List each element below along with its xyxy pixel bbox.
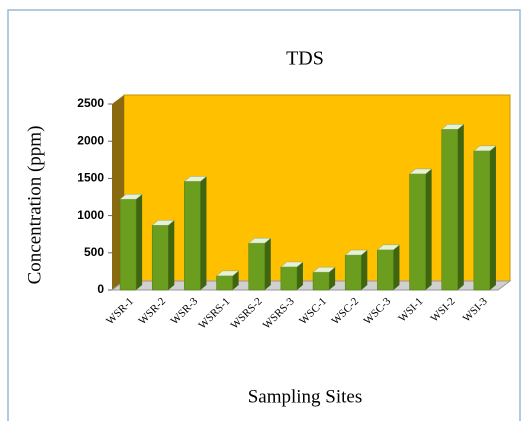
bar-top	[441, 124, 465, 130]
bar	[312, 266, 336, 291]
x-tick-label: WSC-3	[362, 295, 394, 327]
bar	[408, 168, 433, 291]
chart-title: TDS	[286, 48, 324, 70]
bar-front	[344, 254, 362, 291]
y-axis-label: Concentration (ppm)	[24, 126, 45, 285]
bar	[151, 220, 175, 291]
bar-front	[441, 129, 459, 291]
x-axis-label: Sampling Sites	[248, 386, 363, 407]
y-tick-label: 1000	[77, 208, 104, 222]
bar-top	[280, 261, 304, 268]
bar-front	[248, 242, 266, 291]
bar-top	[408, 168, 433, 175]
bar-side	[489, 145, 496, 290]
bar-side	[200, 176, 207, 290]
bar-side	[361, 250, 368, 290]
y-tick-label: 500	[84, 245, 104, 259]
bar-front	[216, 275, 233, 291]
bar-top	[376, 244, 401, 251]
x-tick-label: WSC-1	[297, 295, 329, 327]
bar-side	[425, 168, 432, 290]
bar-top	[151, 220, 175, 226]
bar-side	[264, 238, 271, 290]
bar-side	[457, 124, 464, 291]
bar-front	[184, 181, 201, 291]
x-tick-label: WSR-2	[136, 295, 168, 327]
bar	[215, 270, 240, 291]
bar-side	[168, 220, 175, 290]
bar	[441, 124, 465, 291]
bar-side	[136, 194, 143, 290]
bar-front	[151, 225, 169, 291]
bar-top	[248, 237, 272, 244]
bar-front	[312, 271, 330, 291]
x-tick-label: WSRS-1	[196, 295, 232, 331]
bar-top	[344, 249, 368, 256]
x-tick-label: WSI-1	[396, 295, 425, 324]
y-tick-label: 1500	[77, 171, 104, 185]
bar	[280, 261, 304, 291]
bar-front	[473, 150, 491, 291]
chart-border	[7, 9, 521, 421]
bar	[183, 176, 208, 291]
x-tick-label: WSC-2	[329, 295, 361, 327]
bar-top	[473, 145, 497, 152]
bar-top	[119, 193, 143, 200]
x-tick-label: WSI-3	[461, 295, 491, 325]
bar	[119, 193, 143, 291]
bar-side	[296, 261, 303, 290]
bar-front	[409, 173, 426, 291]
bar-front	[377, 249, 394, 291]
bar-top	[215, 270, 240, 277]
x-tick-label: WSRS-2	[229, 295, 265, 331]
bar-top	[312, 266, 336, 273]
bar-side	[393, 244, 400, 290]
bar-side	[329, 267, 336, 290]
bar-front	[119, 198, 137, 291]
bar-side	[232, 270, 239, 290]
bar-top	[183, 176, 208, 182]
bar	[473, 145, 497, 291]
bar-front	[280, 266, 298, 291]
bar	[248, 237, 272, 291]
y-tick-label: 0	[97, 282, 104, 296]
y-tick-label: 2500	[77, 96, 104, 110]
x-tick-label: WSRS-3	[261, 295, 297, 331]
bar	[376, 244, 401, 291]
y-tick-label: 2000	[77, 133, 104, 147]
x-tick-label: WSR-1	[104, 295, 136, 327]
x-tick-label: WSI-2	[428, 295, 457, 324]
bar	[344, 249, 368, 291]
